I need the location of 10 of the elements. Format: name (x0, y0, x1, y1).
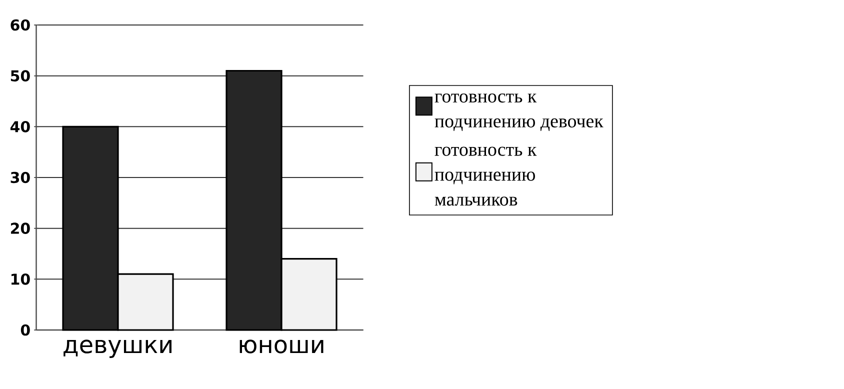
y-tick-label: 10 (12, 274, 30, 285)
legend-label: готовность к подчинению мальчиков (434, 146, 537, 206)
y-tick-label: 20 (11, 222, 30, 234)
y-tick-label: 60 (10, 19, 30, 31)
y-tick-label: 50 (10, 70, 30, 82)
y-tick-label: 40 (10, 121, 30, 132)
y-tick-label: 30 (10, 172, 30, 184)
x-tick-label: девушки (64, 340, 172, 358)
x-tick-label: юноши (240, 340, 324, 354)
y-tick-label: 0 (20, 324, 30, 336)
